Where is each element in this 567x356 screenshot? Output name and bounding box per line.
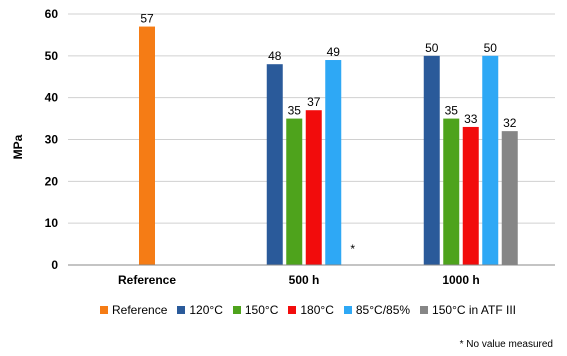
legend: Reference 120°C 150°C 180°C 85°C/85% 150°C in… bbox=[100, 300, 526, 320]
y-tick-label: 60 bbox=[45, 7, 59, 21]
data-label: 57 bbox=[140, 12, 154, 26]
footnote: * No value measured bbox=[459, 339, 553, 350]
legend-swatch bbox=[177, 306, 186, 314]
bar bbox=[325, 60, 342, 266]
y-tick-label: 30 bbox=[45, 133, 59, 147]
bar bbox=[286, 118, 303, 265]
data-label: 50 bbox=[425, 41, 439, 55]
data-label: 50 bbox=[484, 41, 498, 55]
data-label: 49 bbox=[327, 45, 341, 59]
x-tick-label: 1000 h bbox=[442, 273, 479, 287]
chart: MPa 0 10 20 30 40 50 60 57 48 50 35 35 37 33 49 50 32 R… bbox=[11, 7, 555, 287]
legend-item: 85°C/85% bbox=[343, 303, 411, 317]
bar bbox=[305, 110, 322, 265]
y-tick-label: 40 bbox=[45, 91, 59, 105]
legend-item: 150°C bbox=[232, 303, 279, 317]
y-axis-label: MPa bbox=[11, 134, 25, 159]
bar bbox=[482, 55, 499, 266]
legend-item: 120°C bbox=[177, 303, 223, 317]
data-label: 33 bbox=[464, 112, 478, 126]
legend-swatch bbox=[343, 306, 352, 314]
legend-item: Reference bbox=[100, 303, 167, 317]
data-label: 35 bbox=[288, 104, 302, 118]
y-tick-label: 0 bbox=[51, 258, 58, 272]
x-tick-label: 500 h bbox=[289, 273, 320, 287]
legend-swatch bbox=[288, 306, 297, 314]
legend-swatch bbox=[100, 306, 108, 314]
bar bbox=[266, 64, 283, 265]
data-label: 48 bbox=[268, 49, 282, 63]
data-label: 32 bbox=[503, 116, 517, 130]
y-ticks: 0 10 20 30 40 50 60 bbox=[45, 7, 59, 272]
y-tick-label: 50 bbox=[45, 49, 59, 63]
legend-label: 150°C in ATF III bbox=[432, 303, 516, 317]
legend-item: 180°C bbox=[288, 303, 334, 317]
bars bbox=[139, 26, 518, 266]
missing-value-marker: * bbox=[350, 242, 355, 256]
data-labels: 57 48 50 35 35 37 33 49 50 32 bbox=[140, 12, 516, 131]
bar bbox=[443, 118, 460, 265]
legend-label: 180°C bbox=[300, 303, 334, 317]
bar bbox=[139, 26, 155, 265]
category-labels: Reference 500 h 1000 h bbox=[118, 273, 480, 287]
y-tick-label: 20 bbox=[45, 174, 59, 188]
x-tick-label: Reference bbox=[118, 273, 176, 287]
bar bbox=[462, 126, 479, 265]
y-tick-label: 10 bbox=[45, 216, 59, 230]
legend-swatch bbox=[232, 306, 241, 314]
legend-label: 150°C bbox=[244, 303, 279, 317]
legend-swatch bbox=[420, 306, 429, 314]
data-label: 35 bbox=[445, 104, 459, 118]
bar bbox=[423, 55, 440, 266]
legend-item: 150°C in ATF III bbox=[420, 303, 516, 317]
data-label: 37 bbox=[307, 95, 321, 109]
bar bbox=[501, 131, 518, 265]
legend-label: Reference bbox=[112, 303, 168, 317]
legend-label: 120°C bbox=[189, 303, 223, 317]
legend-label: 85°C/85% bbox=[355, 303, 411, 317]
